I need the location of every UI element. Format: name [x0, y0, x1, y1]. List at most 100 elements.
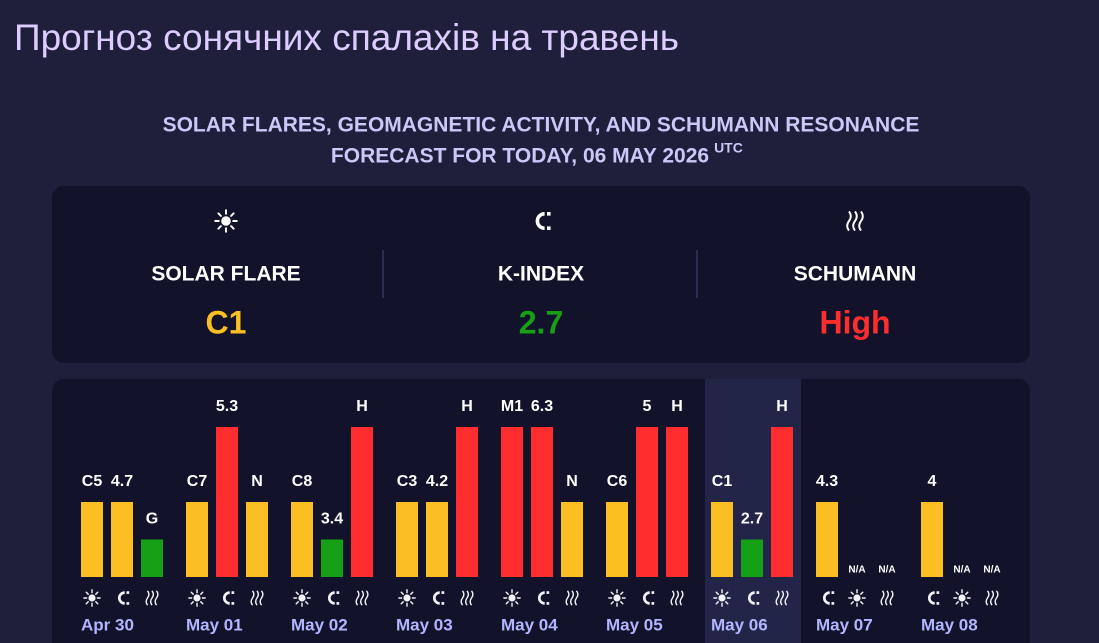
icon-k	[118, 591, 130, 605]
day-label: Apr 30	[81, 615, 134, 634]
bar	[921, 502, 943, 577]
bar-label: 5	[643, 398, 652, 415]
bar	[606, 502, 628, 577]
icon-part	[860, 601, 864, 605]
bar	[141, 539, 163, 577]
icon-part	[433, 591, 440, 605]
bar	[561, 502, 583, 577]
icon-part	[965, 601, 969, 605]
day-label: May 06	[711, 615, 768, 634]
subtitle: FORECAST FOR TODAY, 06 MAY 2026	[331, 145, 709, 168]
bar-label: N/A	[848, 565, 865, 576]
icon-part	[505, 601, 509, 605]
bar-label: N/A	[983, 565, 1000, 576]
day-label: May 08	[921, 615, 978, 634]
icon-part	[410, 591, 414, 595]
bar-label: 5.3	[216, 398, 238, 415]
icon-part	[889, 590, 894, 606]
icon-part	[295, 601, 299, 605]
icon-part	[460, 590, 465, 606]
icon-part	[154, 590, 159, 606]
bar-label: M1	[501, 398, 523, 415]
icon-part	[715, 601, 719, 605]
subtitle-unit: UTC	[714, 140, 743, 156]
icon-part	[850, 601, 854, 605]
icon-part	[679, 590, 684, 606]
icon-flare	[608, 589, 626, 607]
icon-part	[613, 594, 621, 602]
icon-k	[433, 591, 445, 605]
icon-part	[620, 601, 624, 605]
icon-part	[95, 601, 99, 605]
icon-part	[725, 591, 729, 595]
bar	[396, 502, 418, 577]
bar-label: C3	[397, 473, 418, 490]
bar-label: C8	[292, 473, 313, 490]
icon-schumann	[565, 590, 579, 606]
bar	[816, 502, 838, 577]
day-label: May 03	[396, 615, 453, 634]
icon-part	[400, 591, 404, 595]
icon-part	[217, 212, 222, 217]
bar	[351, 427, 373, 577]
bar-label: G	[146, 511, 158, 528]
icon-part	[674, 590, 680, 606]
icon-part	[775, 590, 780, 606]
icon-schumann	[775, 590, 789, 606]
icon-part	[718, 594, 726, 602]
icon-part	[508, 594, 516, 602]
icon-part	[574, 590, 579, 606]
icon-part	[610, 591, 614, 595]
icon-part	[217, 225, 222, 230]
bar-label: N	[251, 473, 263, 490]
icon-flare	[293, 589, 311, 607]
bar	[216, 427, 238, 577]
icon-part	[469, 590, 474, 606]
icon-part	[190, 591, 194, 595]
icon-part	[305, 601, 309, 605]
bar	[741, 539, 763, 577]
icon-schumann	[846, 210, 864, 232]
bar	[426, 502, 448, 577]
icon-part	[535, 212, 545, 230]
icon-flare	[398, 589, 416, 607]
bar-label: 3.4	[321, 511, 343, 528]
icon-part	[748, 591, 755, 605]
bar	[321, 539, 343, 577]
bar	[501, 427, 523, 577]
icon-part	[254, 590, 260, 606]
icon-part	[403, 594, 411, 602]
icon-part	[852, 210, 858, 232]
icon-part	[118, 591, 125, 605]
bar-label: H	[671, 398, 683, 415]
bar	[636, 427, 658, 577]
icon-part	[823, 591, 830, 605]
icon-part	[565, 590, 570, 606]
bar	[246, 502, 268, 577]
icon-part	[994, 590, 999, 606]
bar-label: C7	[187, 473, 208, 490]
icon-part	[250, 590, 255, 606]
icon-part	[853, 594, 861, 602]
icon-part	[223, 591, 230, 605]
icon-schumann	[670, 590, 684, 606]
icon-flare	[83, 589, 101, 607]
bar-label: H	[461, 398, 473, 415]
icon-part	[230, 212, 235, 217]
bar-label: 6.3	[531, 398, 553, 415]
icon-schumann	[460, 590, 474, 606]
bar	[291, 502, 313, 577]
icon-flare	[188, 589, 206, 607]
icon-part	[784, 590, 789, 606]
icon-part	[989, 590, 995, 606]
summary-label: SCHUMANN	[794, 263, 917, 286]
icon-part	[515, 601, 519, 605]
bar-label: N/A	[953, 565, 970, 576]
icon-part	[464, 590, 470, 606]
bar	[81, 502, 103, 577]
bar-label: 4.7	[111, 473, 133, 490]
icon-k	[643, 591, 655, 605]
icon-part	[620, 591, 624, 595]
icon-part	[670, 590, 675, 606]
